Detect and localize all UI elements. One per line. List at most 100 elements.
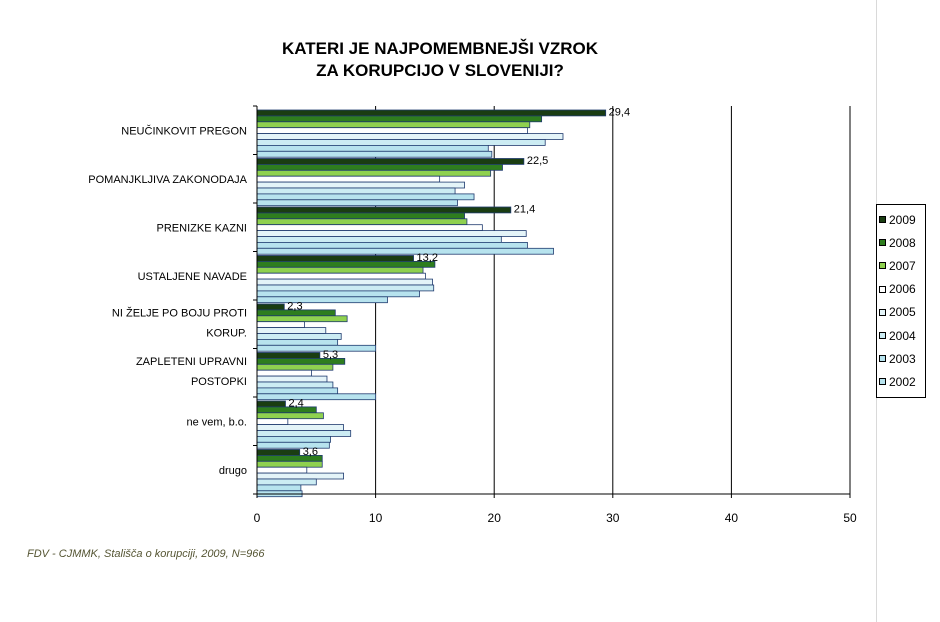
bar-2007-5 [256,363,334,371]
category-label-0-0: NEUČINKOVIT PREGON [121,124,247,137]
bar-2007-2 [256,218,468,226]
bar-2006-4 [256,321,305,329]
bar-2007-7 [256,460,323,468]
data-label-3: 13,2 [417,252,438,264]
chart-title-line-2: ZA KORUPCIJO V SLOVENIJI? [316,61,564,80]
legend-swatch-2006 [879,285,886,293]
bar-2002-3 [256,296,388,304]
legend-swatch-2007 [879,262,886,270]
legend-label-2006: 2006 [889,282,916,297]
bar-2003-1 [256,193,475,201]
bar-2003-4 [256,338,339,346]
bar-2009-4 [256,303,285,311]
bar-2005-5 [256,375,328,383]
category-label-4-1: KORUP. [206,327,247,339]
bar-2008-2 [256,212,465,220]
bar-2003-3 [256,290,420,298]
bar-2006-0 [256,127,528,134]
bar-2007-4 [256,315,348,323]
bar-2003-0 [256,144,489,152]
data-label-0: 29,4 [609,106,630,118]
bar-2009-5 [256,352,321,359]
x-tick-label-40: 40 [725,511,739,525]
bar-2002-4 [256,344,376,352]
bar-2003-6 [256,435,331,443]
x-tick-label-30: 30 [606,511,620,525]
bar-2004-4 [256,333,342,340]
data-label-7: 3,6 [303,446,318,458]
legend-swatch-2008 [879,239,886,247]
bar-2009-3 [256,255,414,262]
bar-2005-4 [256,327,327,334]
legend-item-2009: 2009 [879,208,923,231]
x-tick-label-20: 20 [488,511,502,525]
bar-2005-7 [256,472,344,480]
bar-2003-2 [256,241,528,249]
legend-label-2009: 2009 [889,212,916,227]
bar-2002-2 [256,247,554,255]
legend-swatch-2005 [879,308,886,316]
bar-2009-7 [256,449,301,456]
data-label-5: 5,3 [323,349,338,361]
bar-2004-5 [256,381,334,389]
bar-2006-2 [256,224,483,231]
bar-2005-0 [256,133,564,140]
bar-2008-3 [256,260,436,268]
legend-item-2008: 2008 [879,231,923,254]
legend-item-2003: 2003 [879,347,923,370]
bar-2004-7 [256,478,317,486]
bar-2006-1 [256,175,441,183]
category-label-1-0: POMANJKLJIVA ZAKONODAJA [88,174,247,186]
bar-2009-6 [256,400,286,408]
bar-2004-3 [256,284,435,292]
bar-2008-6 [256,406,317,414]
bar-2007-0 [256,121,531,129]
bar-2004-2 [256,236,502,243]
bar-2009-2 [256,206,512,214]
legend-label-2002: 2002 [889,374,916,389]
bar-2004-6 [256,430,352,437]
chart-title-line-1: KATERI JE NAJPOMEMBNEJŠI VZROK [281,39,599,58]
data-label-6: 2,4 [288,397,303,409]
category-label-2-0: PRENIZKE KAZNI [157,222,247,234]
bar-2005-6 [256,424,344,431]
category-label-7-0: drugo [219,465,247,477]
chart-legend: 2009 2008 2007 2006 2005 2004 2003 2002 [876,204,926,398]
legend-label-2004: 2004 [889,328,916,343]
legend-item-2004: 2004 [879,324,923,347]
bar-2002-1 [256,199,458,207]
legend-swatch-2002 [879,378,886,386]
data-label-1: 22,5 [527,155,548,167]
bar-2006-7 [256,466,308,474]
bar-2002-5 [256,393,376,401]
bar-2008-1 [256,163,503,171]
x-tick-label-50: 50 [843,511,857,525]
category-label-5-0: ZAPLETENI UPRAVNI [136,356,247,368]
bar-2007-3 [256,266,424,274]
bar-2009-1 [256,158,525,165]
bar-2002-6 [256,441,330,449]
legend-item-2002: 2002 [879,370,923,393]
data-label-2: 21,4 [514,203,535,215]
legend-item-2007: 2007 [879,254,923,277]
bar-2008-0 [256,115,543,123]
bar-2002-0 [256,150,493,158]
bar-2003-7 [256,484,302,492]
x-tick-label-0: 0 [254,511,261,525]
bar-2005-1 [256,181,465,189]
category-label-5-1: POSTOPKI [191,376,247,388]
bar-2007-6 [256,412,324,420]
legend-swatch-2004 [879,332,886,340]
legend-swatch-2009 [879,216,886,224]
bar-2003-5 [256,387,339,395]
source-note: FDV - CJMMK, Stališča o korupciji, 2009,… [27,548,265,560]
bar-2004-1 [256,187,456,195]
legend-item-2005: 2005 [879,301,923,324]
category-label-3-0: USTALJENE NAVADE [138,271,247,283]
legend-swatch-2003 [879,355,886,363]
legend-label-2007: 2007 [889,258,916,273]
bar-2006-6 [256,418,289,426]
data-label-4: 2,3 [287,300,302,312]
bar-2004-0 [256,139,546,146]
